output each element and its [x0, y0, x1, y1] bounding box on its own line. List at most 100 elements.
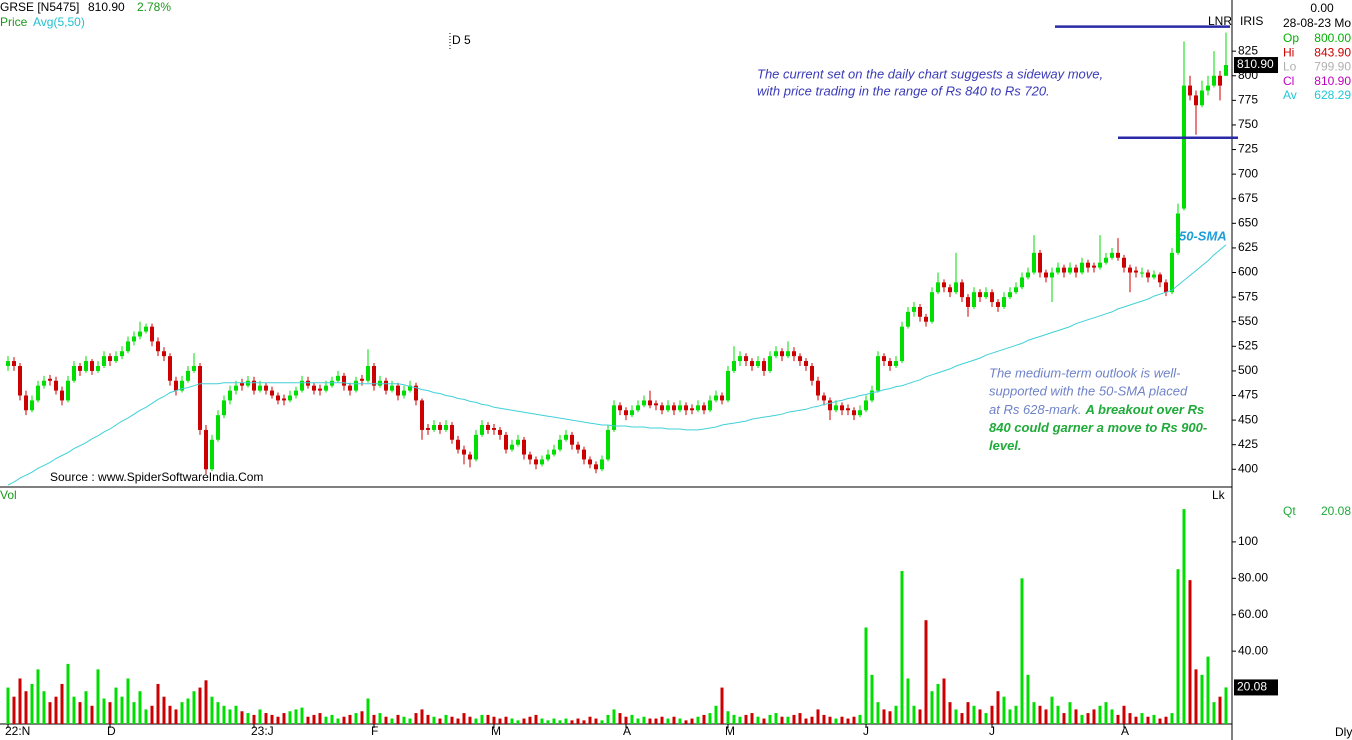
- candle-body: [1008, 292, 1012, 298]
- candle-body: [822, 395, 826, 401]
- volume-bar: [1188, 580, 1192, 724]
- candle-body: [1074, 267, 1078, 273]
- volume-bar: [1062, 713, 1066, 724]
- volume-bar: [792, 714, 796, 724]
- candle-body: [1044, 272, 1048, 278]
- volume-bar: [648, 718, 652, 724]
- candle-body: [348, 385, 352, 391]
- volume-bar: [306, 716, 310, 724]
- candle-body: [120, 351, 124, 357]
- info-top: 0.00: [1310, 1, 1334, 15]
- candle-body: [1014, 287, 1018, 293]
- volume-bar: [1110, 709, 1114, 724]
- volume-bar: [636, 718, 640, 724]
- candle-body: [930, 292, 934, 322]
- volume-bar: [960, 713, 964, 724]
- volume-bar: [996, 691, 1000, 724]
- candle-body: [84, 361, 88, 371]
- volume-bar: [432, 716, 436, 724]
- candle-body: [114, 356, 118, 362]
- candle-body: [168, 356, 172, 381]
- volume-bar: [1212, 702, 1216, 724]
- volume-bar: [696, 716, 700, 724]
- volume-bar: [24, 691, 28, 724]
- volume-bar: [858, 714, 862, 724]
- candle-body: [510, 444, 514, 450]
- candle-body: [426, 427, 430, 430]
- volume-bar: [96, 669, 100, 724]
- volume-bar: [66, 663, 70, 724]
- volume-bar: [36, 669, 40, 724]
- candle-body: [636, 405, 640, 411]
- volume-bar: [1176, 569, 1180, 724]
- candle-body: [504, 434, 508, 450]
- volume-bar: [624, 716, 628, 724]
- volume-bar: [390, 718, 394, 724]
- candle-body: [264, 385, 268, 391]
- candle-body: [558, 439, 562, 450]
- candle-body: [972, 292, 976, 307]
- volume-bar: [1170, 713, 1174, 724]
- candle-body: [732, 361, 736, 371]
- volume-bar: [744, 714, 748, 724]
- candle-body: [444, 425, 448, 430]
- candle-body: [198, 365, 202, 430]
- candle-body: [1050, 272, 1054, 278]
- volume-bar: [366, 698, 370, 724]
- candle-body: [756, 361, 760, 366]
- source: Source : www.SpiderSoftwareIndia.Com: [50, 470, 263, 484]
- volume-bar: [870, 674, 874, 724]
- candle-body: [282, 398, 286, 401]
- candle-body: [744, 356, 748, 362]
- candle-body: [210, 439, 214, 470]
- candle-body: [270, 390, 274, 396]
- volume-bar: [336, 718, 340, 724]
- candle-body: [1170, 252, 1174, 293]
- volume-bar: [522, 718, 526, 724]
- volume-bar: [816, 709, 820, 724]
- candle-body: [708, 400, 712, 411]
- candle-body: [516, 439, 520, 445]
- volume-bar: [912, 705, 916, 724]
- candle-body: [54, 380, 58, 391]
- candle-body: [888, 361, 892, 366]
- volume-bar: [600, 720, 604, 724]
- candle-body: [12, 361, 16, 366]
- volume-bar: [846, 718, 850, 724]
- volume-bar: [774, 713, 778, 724]
- volume-bar: [198, 687, 202, 724]
- candle-body: [900, 326, 904, 362]
- x-tick-label: A: [623, 724, 631, 738]
- candle-body: [138, 331, 142, 337]
- price-label: Price: [0, 15, 28, 29]
- volume-bar: [138, 691, 142, 724]
- volume-bar: [852, 716, 856, 724]
- volume-bar: [1134, 716, 1138, 724]
- volume-bar: [1182, 509, 1186, 724]
- annotation: The current set on the daily chart sugge…: [757, 66, 1103, 81]
- candle-body: [684, 405, 688, 411]
- volume-bar: [150, 705, 154, 724]
- volume-bar: [456, 718, 460, 724]
- volume-bar: [480, 714, 484, 724]
- candle-body: [1128, 267, 1132, 273]
- candle-body: [726, 370, 730, 401]
- y-tick-label: 750: [1238, 117, 1258, 131]
- y-tick-label: 650: [1238, 216, 1258, 230]
- volume-bar: [1116, 714, 1120, 724]
- volume-bar: [918, 709, 922, 724]
- candle-body: [954, 282, 958, 293]
- candle-body: [870, 390, 874, 401]
- candle-body: [882, 356, 886, 362]
- volume-bar: [864, 627, 868, 724]
- candle-body: [804, 361, 808, 366]
- volume-bar: [348, 714, 352, 724]
- volume-bar: [504, 716, 508, 724]
- candle-body: [1152, 274, 1156, 278]
- candle-body: [324, 385, 328, 391]
- volume-bar: [672, 716, 676, 724]
- volume-bar: [768, 714, 772, 724]
- volume-bar: [492, 716, 496, 724]
- volume-bar: [378, 713, 382, 724]
- candle-body: [450, 425, 454, 440]
